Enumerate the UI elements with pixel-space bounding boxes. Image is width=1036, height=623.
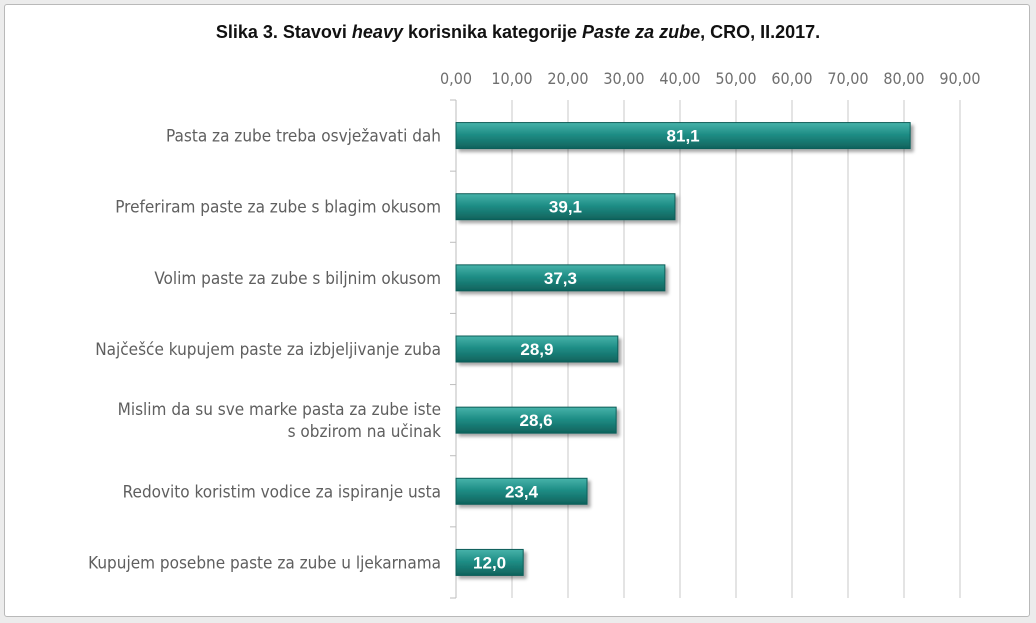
grid-lines [450, 99, 961, 599]
category-label-1: Preferiram paste za zube s blagim okusom [115, 198, 441, 218]
bar-value-label-4: 28,6 [520, 411, 553, 430]
chart-frame [4, 4, 1030, 617]
x-tick-label-5: 50,00 [715, 69, 756, 88]
category-label-6: Kupujem posebne paste za zube u ljekarna… [88, 553, 441, 573]
category-labels: Pasta za zube treba osvježavati dah Prefe… [88, 127, 441, 574]
category-label-2: Volim paste za zube s biljnim okusom [154, 269, 441, 289]
title-prefix: Slika 3. Stavovi [215, 22, 352, 42]
x-tick-label-2: 20,00 [547, 69, 588, 88]
x-tick-label-8: 80,00 [883, 69, 924, 88]
x-tick-label-0: 0,00 [440, 69, 472, 88]
x-tick-label-4: 40,00 [659, 69, 700, 88]
bar-2 [455, 264, 666, 292]
title-suffix: , CRO, II.2017. [700, 22, 821, 42]
bar-0 [455, 122, 911, 150]
x-tick-label-7: 70,00 [827, 69, 868, 88]
x-tick-label-6: 60,00 [771, 69, 812, 88]
title-italic-category: Paste za zube [582, 22, 701, 42]
bar-value-label-0: 81,1 [667, 127, 700, 146]
bar-1 [455, 193, 676, 221]
x-tick-label-3: 30,00 [603, 69, 644, 88]
bar-value-label-6: 12,0 [473, 553, 506, 572]
category-label-4: Mislim da su sve marke pasta za zube ist… [118, 400, 442, 442]
title-middle: korisnika kategorije [402, 22, 583, 42]
bars: 81,1 39,1 37,3 28,9 28,6 23,4 12,0 [455, 122, 911, 576]
bar-6 [455, 548, 524, 576]
x-tick-label-1: 10,00 [491, 69, 532, 88]
x-tick-label-9: 90,00 [939, 69, 980, 88]
bar-value-label-5: 23,4 [505, 482, 539, 501]
bar-value-label-3: 28,9 [520, 340, 553, 359]
bar-3 [455, 335, 619, 363]
title-italic-heavy: heavy [351, 22, 403, 42]
bar-value-label-2: 37,3 [544, 269, 577, 288]
category-label-5: Redovito koristim vodice za ispiranje us… [123, 482, 441, 502]
bar-5 [455, 477, 588, 505]
bar-value-label-1: 39,1 [549, 198, 582, 217]
category-label-3: Najčešće kupujem paste za izbjeljivanje … [95, 340, 441, 360]
category-label-0: Pasta za zube treba osvježavati dah [166, 127, 441, 147]
x-axis-ticks: 0,00 10,00 20,00 30,00 40,00 50,00 60,00 70,00 8… [440, 69, 981, 88]
bar-4 [455, 406, 617, 434]
chart-title: Slika 3. Stavovi heavy korisnika kategor… [0, 22, 1036, 43]
